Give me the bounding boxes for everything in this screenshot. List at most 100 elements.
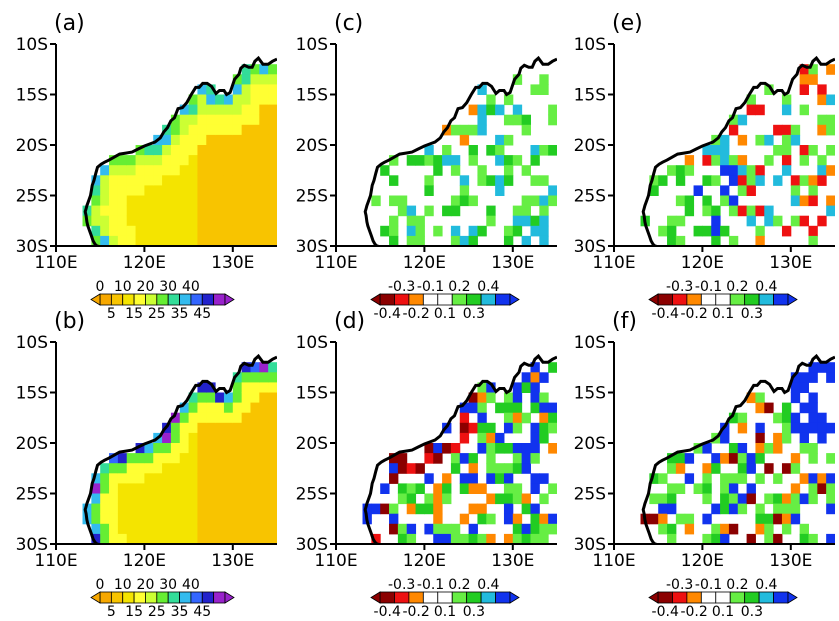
grid-cell [250, 392, 260, 404]
grid-cell [512, 215, 523, 227]
colorbar-box [156, 591, 169, 604]
grid-cell [781, 412, 792, 424]
grid-cell [268, 155, 277, 166]
grid-cell [675, 235, 686, 246]
colorbar-high-triangle [787, 591, 798, 604]
grid-cell [91, 205, 101, 217]
grid-cell [109, 215, 119, 227]
grid-cell [468, 392, 478, 404]
grid-cell [250, 205, 260, 217]
colorbar-box [213, 293, 226, 306]
grid-cell [250, 74, 260, 85]
grid-cell [162, 185, 172, 196]
grid-cell [781, 165, 792, 176]
grid-cell [250, 382, 260, 393]
colorbar-box [179, 591, 192, 604]
grid-cell [389, 155, 399, 166]
grid-cell [477, 533, 487, 544]
grid-cell [539, 523, 549, 535]
colorbar-box [110, 293, 124, 306]
grid-cell [808, 74, 818, 85]
grid-cell [188, 114, 198, 126]
grid-cell [241, 104, 251, 116]
grid-cell [197, 94, 207, 106]
grid-cell [781, 104, 792, 116]
colorbar-label-bottom: 0.1 [434, 604, 456, 620]
grid-cell [459, 453, 470, 464]
grid-cell [790, 134, 801, 146]
colorbar-label-top: 0.4 [755, 279, 777, 295]
grid-cell [109, 175, 119, 186]
grid-cell [649, 175, 659, 186]
grid-cell [179, 493, 190, 505]
grid-cell [817, 362, 827, 373]
grid-cell [459, 134, 470, 146]
grid-cell [197, 473, 207, 484]
grid-cell [188, 412, 198, 424]
grid-cell [197, 493, 207, 505]
grid-cell [539, 84, 549, 95]
grid-cell [477, 392, 487, 404]
grid-cell [459, 533, 470, 544]
grid-cell [817, 412, 827, 424]
x-tick-label: 120E [123, 551, 166, 571]
grid-cell [188, 225, 198, 237]
panel-label: (c) [334, 11, 363, 36]
grid-cell [781, 134, 792, 146]
coastline [363, 55, 557, 246]
grid-cell [170, 463, 181, 474]
grid-cell [268, 402, 277, 414]
grid-cell [259, 453, 269, 464]
grid-cell [675, 513, 686, 525]
grid-cell [215, 443, 225, 454]
grid-cell [179, 412, 190, 424]
grid-cell [512, 483, 523, 494]
colorbar-label-bottom: 35 [171, 306, 189, 322]
grid-cell [468, 104, 478, 116]
grid-cell [91, 513, 101, 525]
grid-cell [179, 235, 190, 246]
grid-cell [126, 215, 137, 227]
grid-cell [215, 134, 225, 146]
grid-cell [250, 402, 260, 414]
grid-cell [170, 473, 181, 484]
grid-cell [433, 155, 443, 166]
grid-cell [170, 124, 181, 136]
colorbar-box [122, 591, 135, 604]
panel-label: (a) [54, 11, 85, 36]
grid-cell [82, 503, 92, 515]
grid-cell [206, 483, 216, 494]
grid-cell [728, 523, 739, 535]
grid-cell [711, 503, 721, 515]
grid-cell [817, 114, 827, 126]
grid-cell [268, 215, 277, 227]
grid-cell [826, 64, 835, 75]
grid-cell [521, 195, 531, 207]
y-tick-label: 30S [574, 535, 606, 555]
grid-cell [486, 145, 496, 156]
grid-cell [530, 392, 540, 404]
grid-cell [530, 432, 540, 444]
grid-cell [702, 473, 712, 484]
grid-cell [521, 382, 531, 393]
grid-cell [826, 503, 835, 515]
grid-cell [826, 493, 835, 505]
grid-cell [259, 463, 269, 474]
grid-cell [259, 402, 269, 414]
grid-cell [206, 503, 216, 515]
grid-cell [82, 205, 92, 217]
grid-cell [433, 533, 443, 544]
grid-cell [170, 503, 181, 515]
grid-cell [250, 185, 260, 196]
grid-cell [170, 453, 181, 464]
grid-cell [197, 155, 207, 166]
colorbar: 0 10 20 30 40 5 15 25 35 45 [90, 279, 235, 322]
grid-cell [109, 235, 119, 246]
grid-cell [117, 175, 128, 186]
grid-cell [259, 205, 269, 217]
grid-cell [711, 225, 721, 237]
y-tick-label: 10S [574, 35, 606, 55]
grid-cell [223, 473, 234, 484]
grid-cell [389, 453, 399, 464]
colorbar-box [672, 293, 688, 306]
